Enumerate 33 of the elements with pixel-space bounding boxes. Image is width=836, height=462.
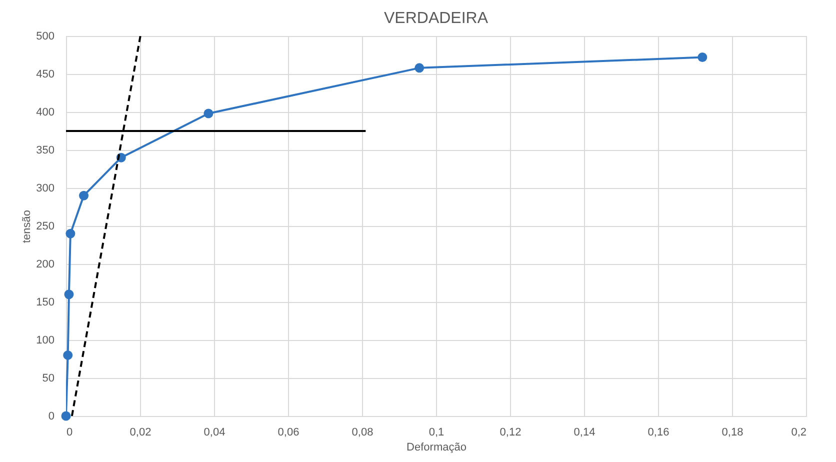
chart-title: VERDADEIRA	[384, 10, 488, 27]
x-tick-label: 0,02	[130, 426, 152, 438]
point	[63, 350, 73, 360]
y-axis-title: tensão	[21, 210, 34, 244]
y-tick-label: 300	[36, 182, 54, 194]
y-tick-label: 450	[36, 68, 54, 80]
y-tick-label: 350	[36, 144, 54, 156]
y-tick-label: 50	[42, 372, 54, 384]
y-tick-label: 200	[36, 258, 54, 270]
point	[79, 190, 89, 200]
point	[698, 52, 708, 62]
x-tick-label: 0,12	[500, 426, 522, 438]
y-tick-label: 500	[36, 30, 54, 42]
point	[66, 228, 76, 238]
x-axis-title: Deformação	[406, 442, 466, 454]
point	[414, 63, 424, 73]
x-tick-label: 0,04	[204, 426, 226, 438]
y-tick-label: 250	[36, 220, 54, 232]
point	[204, 108, 214, 118]
y-tick-label: 400	[36, 106, 54, 118]
x-tick-label: 0,14	[574, 426, 596, 438]
x-tick-label: 0	[66, 426, 73, 438]
x-tick-label: 0,06	[278, 426, 300, 438]
x-tick-label: 0,18	[722, 426, 744, 438]
point	[61, 411, 71, 421]
x-tick-label: 0,1	[428, 426, 444, 438]
x-tick-label: 0,2	[791, 426, 806, 438]
point	[64, 290, 74, 300]
x-tick-label: 0,08	[352, 426, 374, 438]
y-tick-label: 100	[36, 334, 54, 346]
x-tick-label: 0,16	[648, 426, 670, 438]
y-tick-label: 150	[36, 296, 54, 308]
y-tick-label: 0	[48, 410, 54, 422]
